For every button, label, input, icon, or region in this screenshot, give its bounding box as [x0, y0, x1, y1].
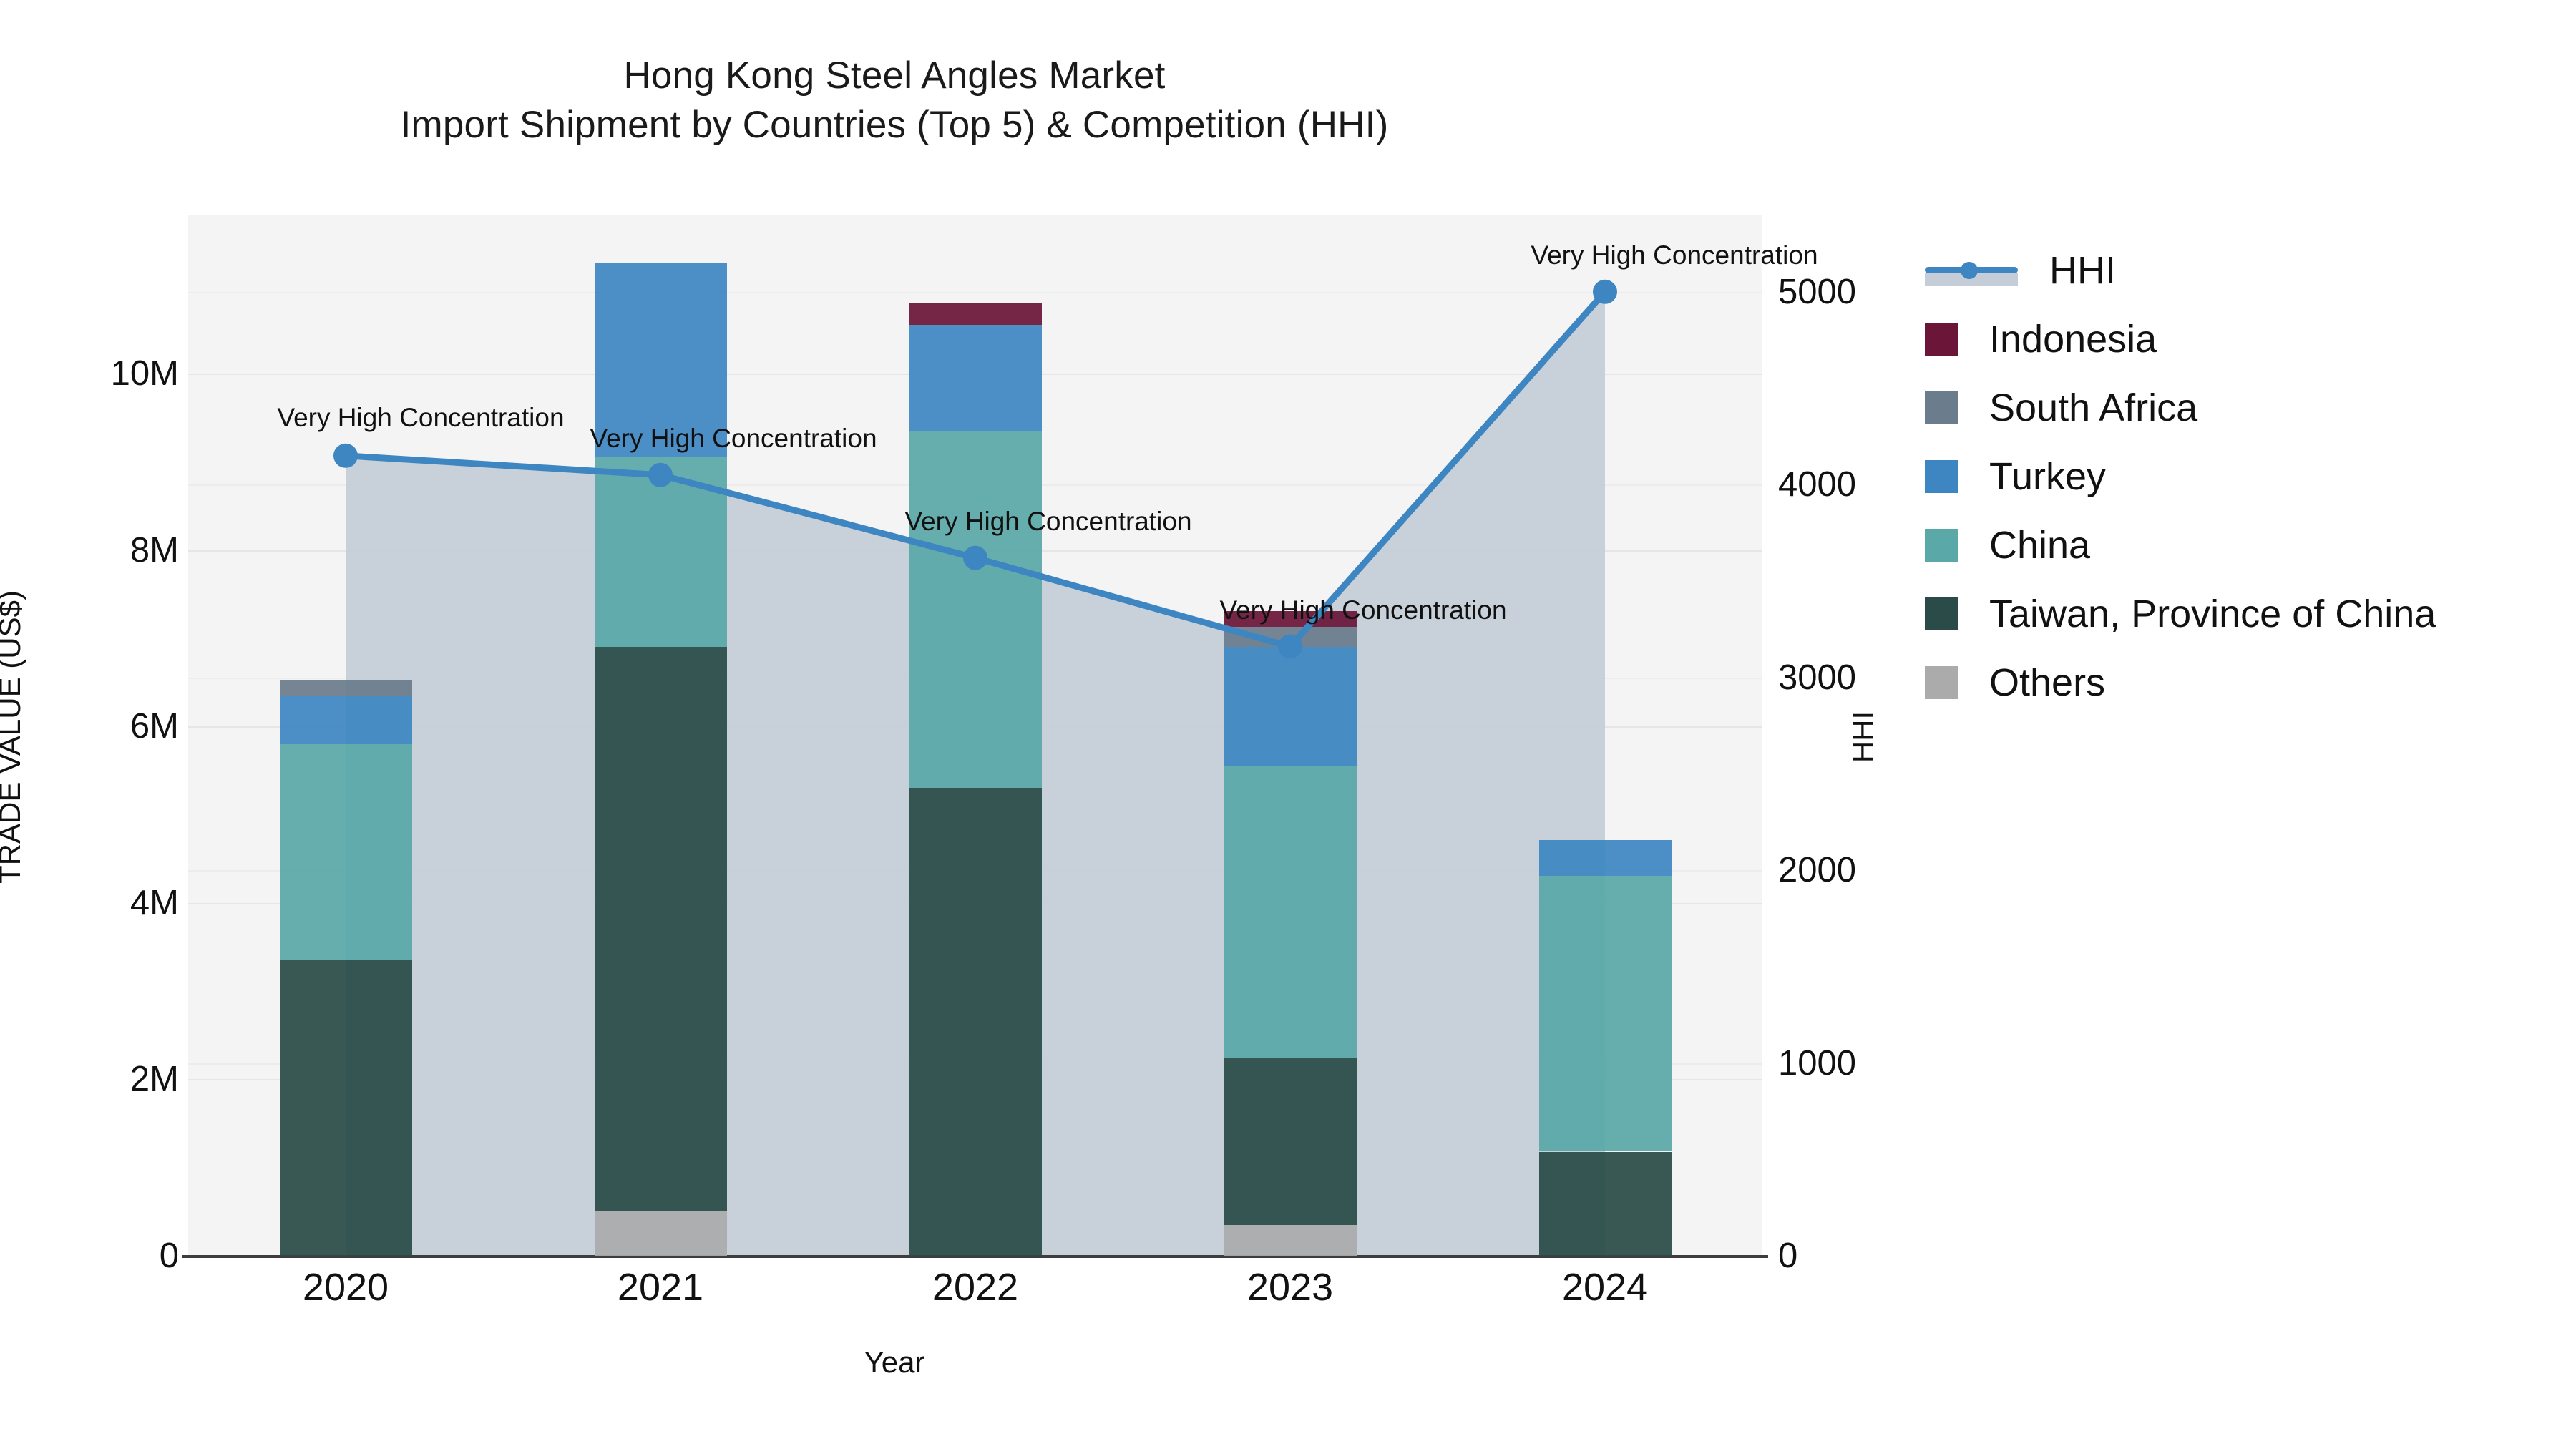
hhi-line-series: [333, 279, 1617, 659]
x-axis-tick-label: 2023: [1246, 1266, 1334, 1309]
chart-title-line-2: Import Shipment by Countries (Top 5) & C…: [400, 103, 1389, 146]
color-swatch-icon: [1925, 460, 1958, 493]
legend-item[interactable]: South Africa: [1925, 374, 2436, 442]
color-swatch-icon: [1925, 323, 1958, 356]
chart-title: Hong Kong Steel Angles Market Import Shi…: [0, 52, 1789, 150]
concentration-annotation: Very High Concentration: [1531, 240, 1818, 270]
bar-segment[interactable]: [1224, 647, 1357, 766]
legend-item-label: Taiwan, Province of China: [1989, 592, 2436, 635]
hhi-data-point[interactable]: [963, 545, 987, 570]
legend-item[interactable]: Taiwan, Province of China: [1925, 580, 2436, 648]
legend-item-label: Turkey: [1989, 455, 2107, 498]
color-swatch-icon: [1925, 666, 1958, 699]
bar-segment[interactable]: [594, 647, 727, 1212]
y-axis-left-tick-label: 2M: [130, 1060, 179, 1099]
y-axis-left-tick-label: 10M: [110, 353, 179, 393]
y-axis-right-tick-label: 4000: [1778, 465, 1857, 504]
x-axis-tick-label: 2022: [932, 1266, 1019, 1309]
y-axis-right-tick-label: 0: [1778, 1236, 1798, 1275]
x-axis-title: Year: [864, 1345, 925, 1379]
hhi-data-point[interactable]: [333, 443, 358, 468]
y-axis-right-tick-label: 3000: [1778, 658, 1857, 697]
legend-item-label: HHI: [2049, 249, 2116, 292]
bar-segment[interactable]: [909, 431, 1042, 789]
x-axis-tick-label: 2021: [617, 1266, 704, 1309]
legend-item-label: Others: [1989, 661, 2106, 704]
concentration-annotation: Very High Concentration: [904, 506, 1192, 536]
bar-segment[interactable]: [594, 1211, 727, 1256]
x-axis-line: [182, 1255, 1768, 1258]
concentration-annotation: Very High Concentration: [1219, 595, 1507, 625]
bar-segment[interactable]: [909, 303, 1042, 326]
concentration-annotation: Very High Concentration: [590, 423, 877, 453]
bar-segment[interactable]: [1538, 875, 1672, 1152]
legend: HHI Indonesia South Africa Turkey China Taiwa…: [1925, 236, 2436, 717]
color-swatch-icon: [1925, 597, 1958, 630]
y-axis-left-tick-label: 4M: [130, 883, 179, 922]
legend-item[interactable]: Others: [1925, 648, 2436, 717]
legend-item-label: China: [1989, 524, 2091, 567]
bar-segment[interactable]: [279, 960, 412, 1256]
color-swatch-icon: [1925, 391, 1958, 424]
y-axis-right-tick-label: 5000: [1778, 272, 1857, 311]
hhi-data-point[interactable]: [648, 462, 673, 487]
bar-segment[interactable]: [1224, 766, 1357, 1058]
y-axis-left-tick-label: 0: [159, 1236, 179, 1275]
bar-segment[interactable]: [279, 679, 412, 696]
y-axis-right-tick-label: 1000: [1778, 1043, 1857, 1083]
bar-segment[interactable]: [1224, 610, 1357, 627]
concentration-annotation: Very High Concentration: [277, 402, 565, 432]
bar-segment[interactable]: [594, 263, 727, 458]
hhi-data-point[interactable]: [1593, 279, 1617, 304]
bar-segment[interactable]: [279, 743, 412, 960]
y-axis-right-title: HHI: [1846, 711, 1880, 763]
legend-item[interactable]: HHI: [1925, 236, 2436, 305]
y-axis-left-tick-label: 6M: [130, 707, 179, 746]
chart-title-line-1: Hong Kong Steel Angles Market: [623, 54, 1166, 97]
bar-segment[interactable]: [909, 325, 1042, 431]
legend-item[interactable]: China: [1925, 511, 2436, 580]
y-axis-right-tick-label: 2000: [1778, 851, 1857, 890]
x-axis-tick-label: 2024: [1561, 1266, 1649, 1309]
legend-item[interactable]: Indonesia: [1925, 305, 2436, 374]
color-swatch-icon: [1925, 529, 1958, 562]
hhi-data-point[interactable]: [1278, 634, 1302, 659]
bar-segment[interactable]: [1224, 1057, 1357, 1225]
bar-segment[interactable]: [1538, 840, 1672, 876]
legend-item-label: Indonesia: [1989, 318, 2157, 361]
bar-segment[interactable]: [279, 696, 412, 744]
y-axis-left-tick-label: 8M: [130, 530, 179, 570]
gridline-right: [188, 291, 1762, 293]
line-marker-icon: [1925, 254, 2018, 287]
bar-segment[interactable]: [909, 788, 1042, 1256]
bar-segment[interactable]: [1224, 1224, 1357, 1256]
bar-segment[interactable]: [1538, 1151, 1672, 1256]
legend-item-label: South Africa: [1989, 386, 2198, 429]
x-axis-tick-label: 2020: [302, 1266, 389, 1309]
legend-item[interactable]: Turkey: [1925, 442, 2436, 511]
